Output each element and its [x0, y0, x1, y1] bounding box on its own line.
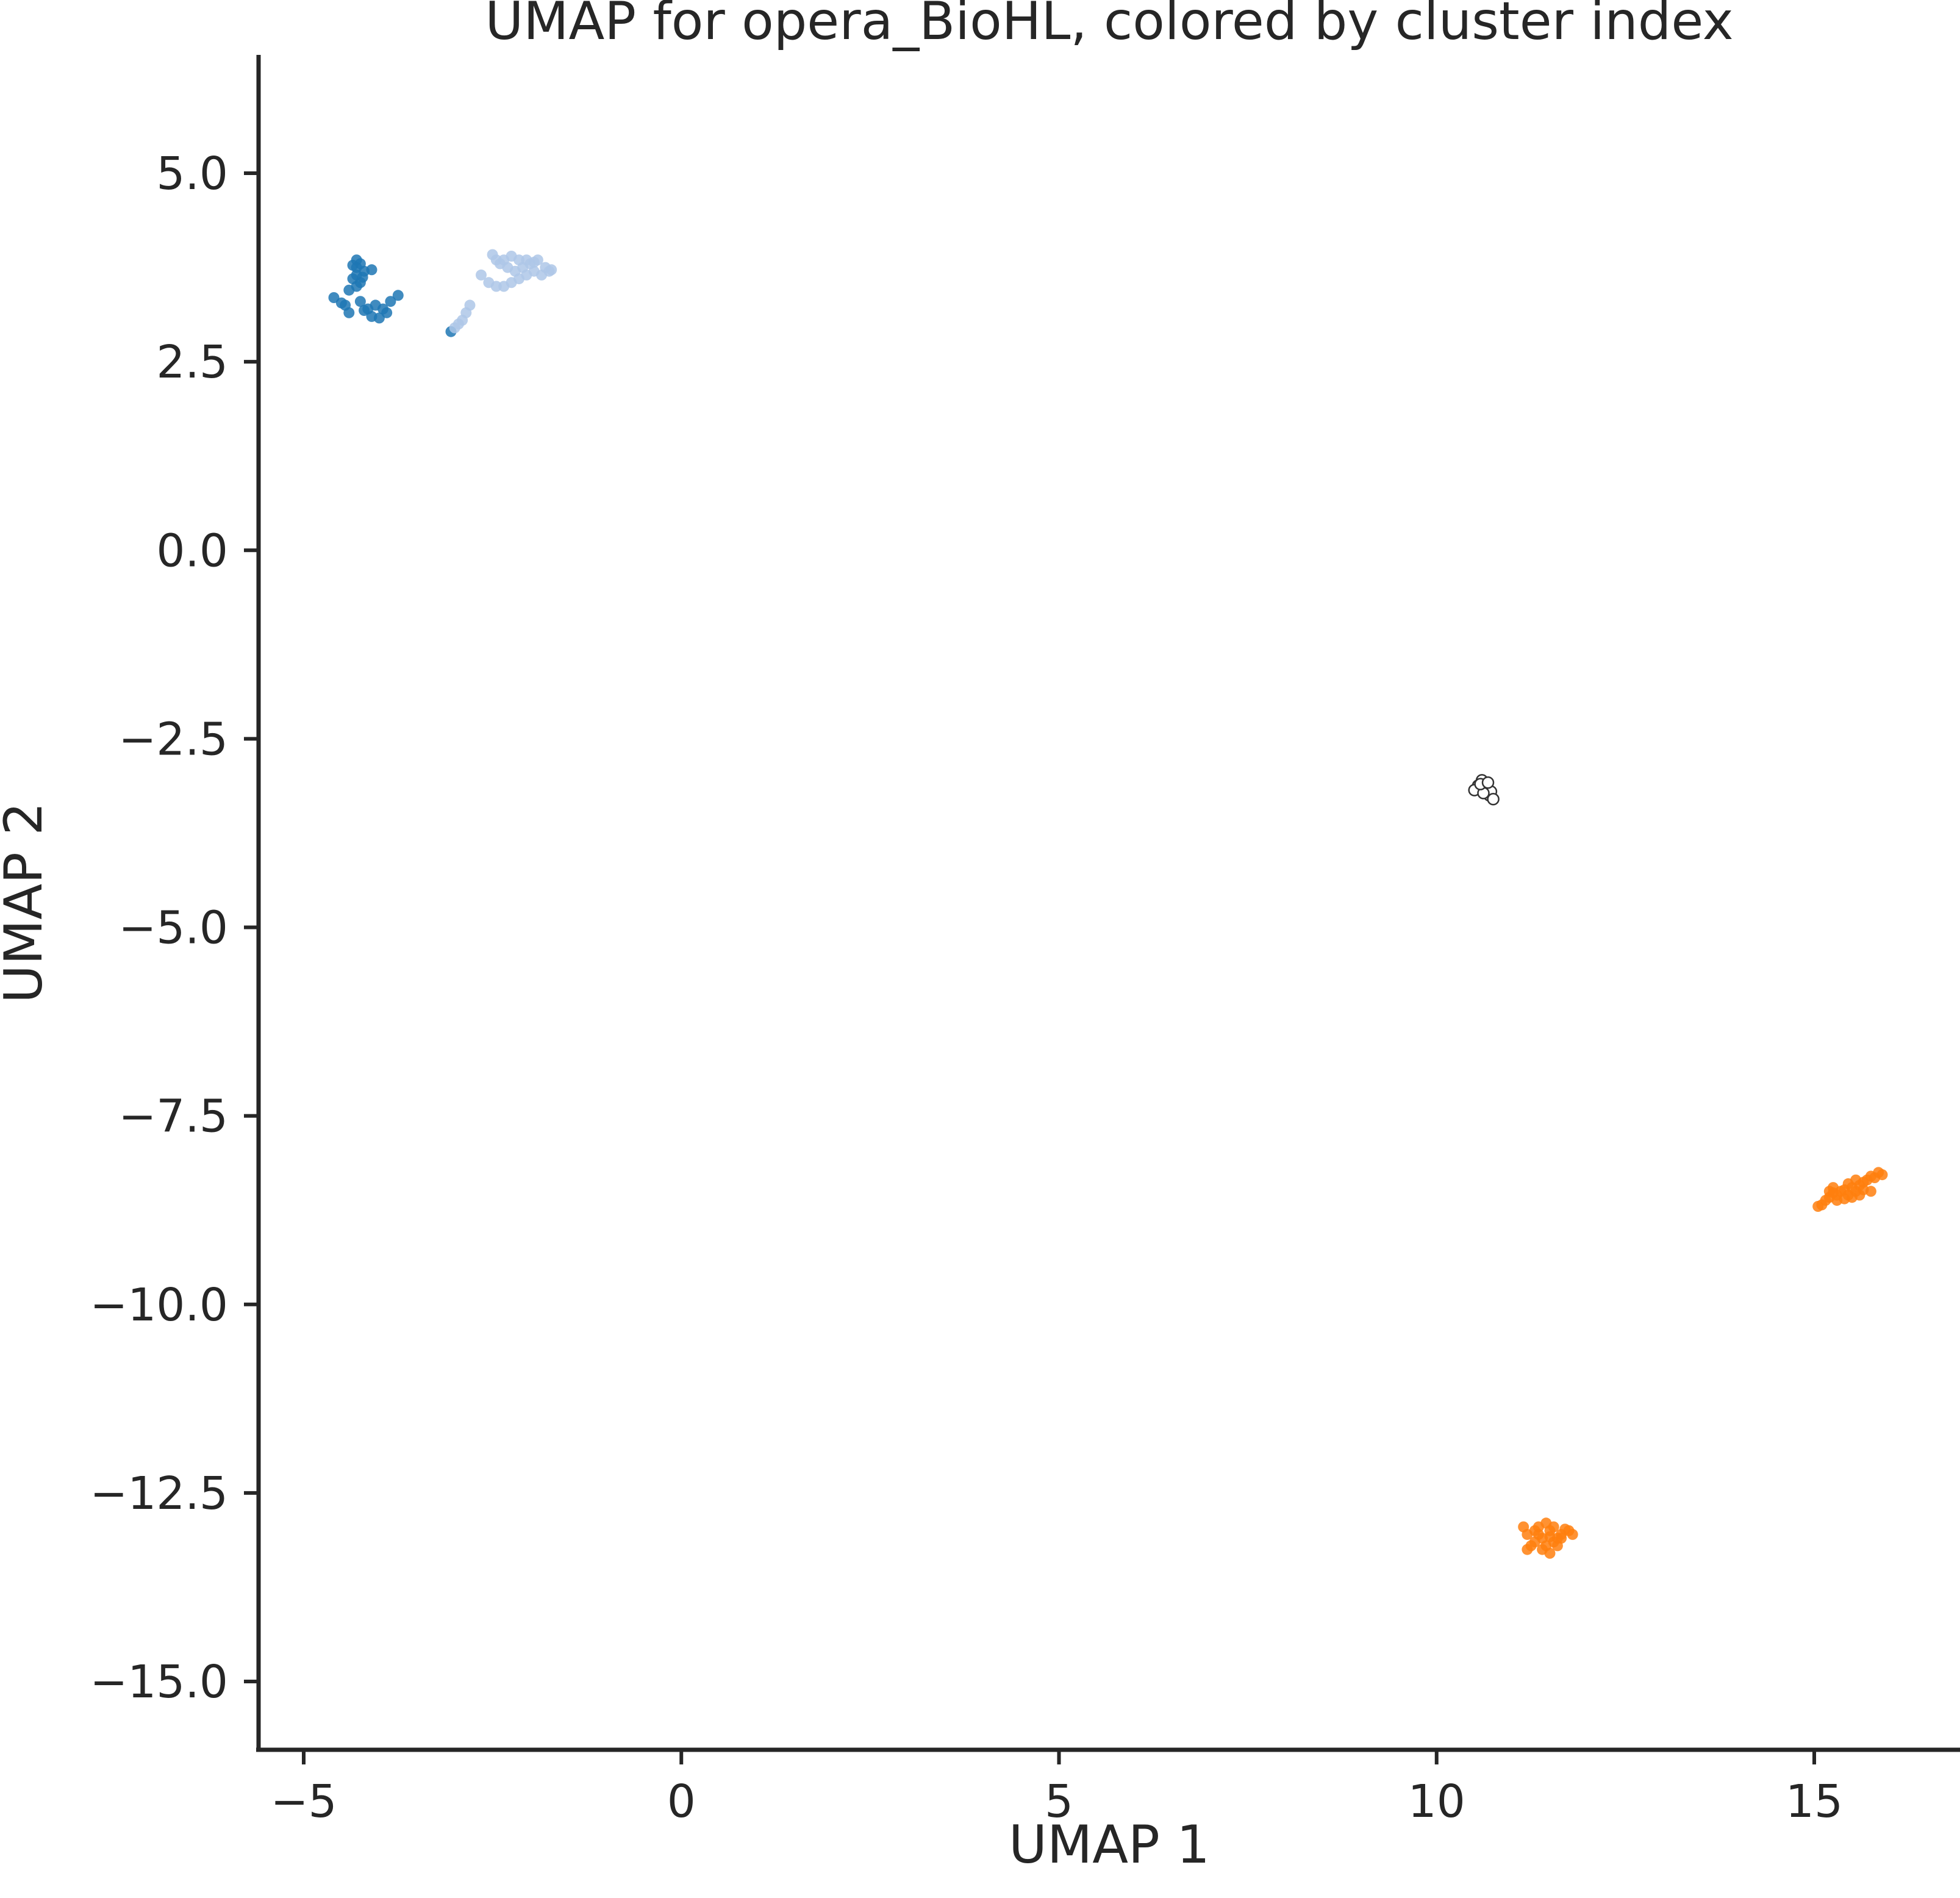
- x-tick-label: 5: [1045, 1775, 1073, 1828]
- scatter-point: [546, 264, 557, 276]
- scatter-point: [476, 269, 487, 281]
- x-axis-label: UMAP 1: [1009, 1814, 1210, 1875]
- scatter-point: [359, 305, 370, 316]
- x-ticks: −5 0 5 10 15: [270, 1750, 1843, 1828]
- y-ticks: 5.0 2.5 0.0 −2.5 −5.0 −7.5 −10.0 −12.5 −15.0: [90, 148, 259, 1708]
- scatter-point: [528, 256, 540, 268]
- scatter-point: [1865, 1186, 1876, 1197]
- scatter-point: [1567, 1528, 1578, 1540]
- y-tick-label: −7.5: [118, 1090, 228, 1143]
- scatter-point: [1850, 1174, 1862, 1186]
- scatter-point: [354, 296, 366, 307]
- scatter-point: [1556, 1533, 1567, 1544]
- chart-title: UMAP for opera_BioHL, colored by cluster…: [485, 0, 1733, 52]
- scatter-point: [392, 290, 404, 301]
- scatter-point: [1522, 1544, 1533, 1555]
- y-tick-label: 2.5: [156, 336, 228, 389]
- scatter-point: [1544, 1531, 1556, 1542]
- x-tick-label: 0: [667, 1775, 696, 1828]
- scatter-point: [1487, 793, 1500, 806]
- y-tick-label: −15.0: [90, 1656, 228, 1708]
- scatter-point: [483, 277, 495, 288]
- scatter-point: [373, 312, 385, 324]
- y-tick-label: −2.5: [118, 713, 228, 765]
- scatter-point: [1544, 1547, 1556, 1559]
- y-tick-label: −12.5: [90, 1467, 228, 1520]
- scatter-point: [1876, 1169, 1888, 1181]
- y-tick-label: 5.0: [156, 148, 228, 200]
- scatter-point: [1481, 776, 1495, 789]
- scatter-point: [1854, 1189, 1865, 1201]
- x-tick-label: 15: [1786, 1775, 1843, 1828]
- scatter-point: [1540, 1517, 1552, 1529]
- x-tick-label: 10: [1408, 1775, 1465, 1828]
- scatter-point: [385, 296, 396, 307]
- scatter-point: [498, 281, 510, 292]
- scatter-point: [347, 259, 359, 271]
- y-tick-label: 0.0: [156, 525, 228, 577]
- scatter-point: [1533, 1528, 1544, 1540]
- y-tick-label: −10.0: [90, 1279, 228, 1331]
- y-axis-label: UMAP 2: [0, 802, 54, 1003]
- scatter-point: [343, 307, 355, 318]
- scatter-point: [343, 284, 355, 296]
- x-tick-label: −5: [270, 1775, 337, 1828]
- scatter-point: [449, 322, 460, 334]
- scatter-point: [1828, 1182, 1839, 1194]
- y-tick-label: −5.0: [118, 902, 228, 954]
- scatter-point: [357, 271, 368, 283]
- points-layer: [328, 249, 1888, 1559]
- scatter-point: [366, 264, 377, 276]
